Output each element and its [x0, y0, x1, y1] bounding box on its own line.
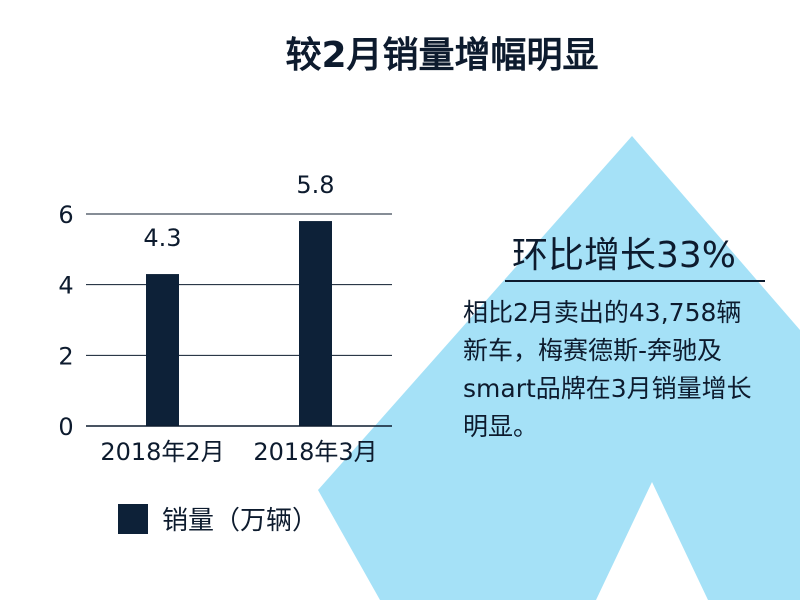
x-tick-label: 2018年2月	[100, 438, 224, 466]
y-tick-label: 2	[58, 342, 73, 370]
bar	[299, 221, 332, 426]
arrow-notch-left	[318, 490, 380, 600]
highlight-title: 环比增长33%	[512, 235, 737, 276]
description-line: 明显。	[463, 412, 539, 441]
page-title: 较2月销量增幅明显	[285, 35, 599, 76]
y-tick-label: 0	[58, 413, 73, 441]
chart-legend: 销量（万辆）	[118, 500, 318, 537]
data-label: 5.8	[296, 171, 334, 199]
highlight-underline	[505, 280, 765, 282]
y-tick-label: 6	[58, 201, 73, 229]
description-line: 新车，梅赛德斯-奔驰及	[463, 336, 723, 365]
description-text: 相比2月卖出的43,758辆 新车，梅赛德斯-奔驰及 smart品牌在3月销量增…	[463, 294, 793, 446]
arrow-notch-center	[596, 482, 708, 600]
legend-label: 销量（万辆）	[162, 506, 319, 536]
arrow-shape	[318, 136, 800, 600]
y-tick-label: 4	[58, 272, 73, 300]
legend-swatch	[118, 503, 148, 534]
x-tick-label: 2018年3月	[253, 438, 377, 466]
description-line: smart品牌在3月销量增长	[463, 374, 752, 403]
bar	[146, 274, 179, 426]
data-label: 4.3	[143, 224, 181, 252]
description-line: 相比2月卖出的43,758辆	[463, 298, 742, 327]
